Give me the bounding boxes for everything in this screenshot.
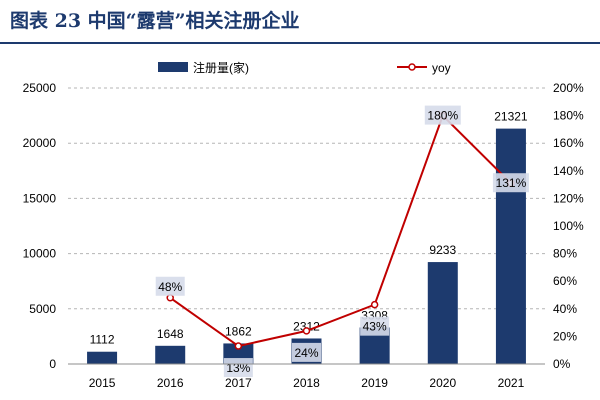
right-y-tick-label: 80%: [553, 247, 577, 261]
legend: 注册量(家) yoy: [158, 60, 451, 75]
right-y-tick-label: 180%: [553, 109, 584, 123]
yoy-label-badge: [155, 276, 185, 296]
yoy-value-label: 48%: [158, 280, 182, 294]
left-y-tick-label: 5000: [29, 302, 56, 316]
yoy-label-badge: [424, 105, 461, 125]
bar: [427, 262, 458, 364]
left-y-tick-label: 0: [49, 357, 56, 371]
title-divider: [0, 42, 600, 44]
bar-value-label: 1648: [157, 327, 184, 341]
right-y-tick-label: 160%: [553, 136, 584, 150]
x-tick-label: 2016: [157, 376, 184, 390]
yoy-value-label: 131%: [496, 176, 527, 190]
right-y-tick-label: 100%: [553, 219, 584, 233]
right-y-tick-label: 200%: [553, 81, 584, 95]
right-y-tick-label: 140%: [553, 164, 584, 178]
x-axis: 2015 2016 2017 2018 2019 2020 2021: [68, 363, 545, 390]
left-y-tick-label: 25000: [23, 81, 57, 95]
bar-value-label: 1112: [90, 333, 115, 347]
yoy-line: [169, 113, 512, 348]
right-y-tick-label: 20%: [553, 329, 577, 343]
yoy-point: [234, 342, 243, 350]
yoy-label-badge: [223, 358, 253, 378]
x-tick-label: 2018: [293, 376, 320, 390]
right-y-tick-label: 120%: [553, 191, 584, 205]
left-y-tick-label: 10000: [23, 247, 57, 261]
legend-line-marker: [408, 63, 416, 71]
yoy-value-label: 43%: [363, 320, 387, 334]
x-tick-label: 2015: [89, 376, 116, 390]
x-tick-label: 2020: [429, 376, 456, 390]
left-y-axis: 0 5000 10000 15000 20000 25000: [23, 81, 57, 371]
yoy-line-series: [166, 111, 515, 350]
legend-bar-swatch: [158, 62, 188, 72]
yoy-point: [370, 300, 379, 309]
yoy-value-labels: 48% 13% 24% 43% 180% 131%: [155, 105, 529, 378]
x-tick-label: 2017: [225, 376, 252, 390]
figure-title: 图表 23 中国“露营”相关注册企业: [10, 10, 300, 32]
yoy-label-badge: [292, 342, 321, 362]
bar-value-label: 9233: [429, 243, 456, 257]
legend-bar-label: 注册量(家): [193, 60, 249, 75]
yoy-label-badge: [360, 316, 390, 336]
yoy-value-label: 180%: [427, 109, 458, 123]
right-y-tick-label: 40%: [553, 302, 577, 316]
bar-value-label: 21321: [494, 110, 528, 124]
gridlines: [68, 87, 545, 310]
x-tick-label: 2021: [498, 376, 525, 390]
bar: [495, 128, 526, 364]
bar-value-label: 2312: [293, 319, 320, 333]
bar: [155, 345, 186, 364]
bar-value-label: 1862: [225, 324, 252, 338]
yoy-value-label: 13%: [226, 361, 250, 375]
right-y-axis: 0% 20% 40% 60% 80% 100% 120% 140% 160% 180% 200%: [553, 81, 584, 371]
yoy-label-badge: [492, 173, 529, 193]
left-y-tick-label: 20000: [23, 136, 57, 150]
right-y-tick-label: 60%: [553, 274, 577, 288]
right-y-tick-label: 0%: [553, 357, 571, 371]
x-tick-label: 2019: [361, 376, 388, 390]
left-y-tick-label: 15000: [23, 191, 57, 205]
yoy-point: [302, 327, 311, 335]
bar: [87, 351, 118, 364]
yoy-value-label: 24%: [294, 346, 318, 360]
legend-line-label: yoy: [432, 61, 451, 75]
